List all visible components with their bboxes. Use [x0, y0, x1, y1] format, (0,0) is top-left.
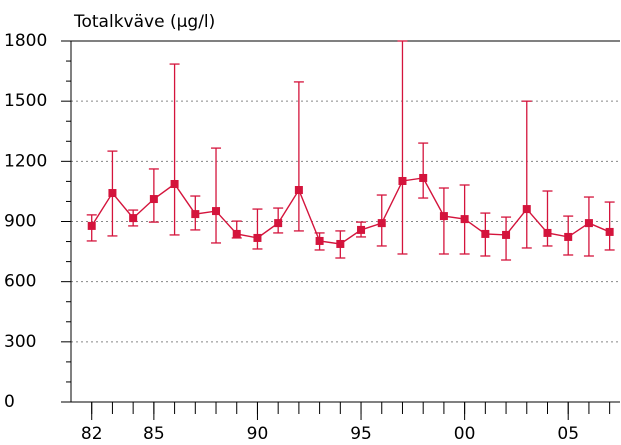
point	[439, 212, 448, 221]
x-tick-label: 85	[143, 424, 165, 444]
error-bar	[604, 201, 615, 251]
point	[232, 229, 241, 238]
y-tick-label: 1800	[4, 31, 47, 51]
point	[149, 195, 158, 204]
point	[129, 214, 138, 223]
point	[377, 219, 386, 228]
point	[543, 228, 552, 237]
y-tick-label: 600	[4, 272, 36, 292]
x-tick-label: 95	[350, 424, 372, 444]
point	[502, 230, 511, 239]
chart-title: Totalkväve (µg/l)	[73, 12, 215, 32]
error-bar	[418, 142, 429, 199]
point	[481, 229, 490, 238]
y-tick-label: 300	[4, 332, 36, 352]
point	[274, 219, 283, 228]
error-bar	[438, 187, 449, 255]
error-bar	[542, 190, 553, 247]
point	[460, 215, 469, 224]
x-tick-label: 05	[557, 424, 579, 444]
y-tick-label: 1200	[4, 151, 47, 171]
point	[419, 173, 428, 182]
error-bar	[397, 40, 408, 255]
x-tick-label: 82	[81, 424, 103, 444]
point	[212, 207, 221, 216]
point	[398, 176, 407, 185]
point	[191, 210, 200, 219]
series-line	[91, 177, 610, 245]
point	[253, 233, 262, 242]
point	[336, 239, 345, 248]
error-bar	[211, 147, 222, 244]
y-tick-label: 0	[4, 392, 15, 412]
point	[522, 205, 531, 214]
point	[294, 186, 303, 195]
point	[584, 219, 593, 228]
point	[315, 236, 324, 245]
point	[87, 221, 96, 230]
error-bar	[293, 81, 304, 232]
y-tick-label: 900	[4, 212, 36, 232]
error-bar	[521, 100, 532, 249]
error-bar	[169, 63, 180, 236]
point	[564, 232, 573, 241]
error-bar	[252, 208, 263, 250]
y-tick-label: 1500	[4, 91, 47, 111]
point	[170, 179, 179, 188]
x-tick-label: 90	[247, 424, 269, 444]
point	[357, 225, 366, 234]
x-tick-label: 00	[454, 424, 476, 444]
point	[108, 189, 117, 198]
point	[605, 227, 614, 236]
